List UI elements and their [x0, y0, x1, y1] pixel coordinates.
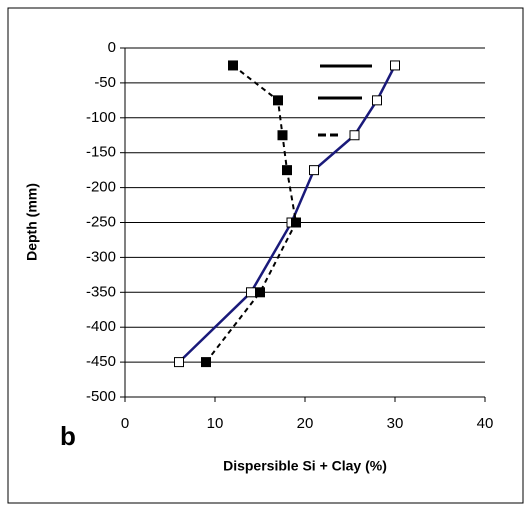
- x-tick-label: 20: [297, 415, 314, 432]
- panel-label: b: [60, 421, 76, 451]
- marker: [282, 165, 292, 176]
- x-tick-label: 30: [387, 415, 404, 432]
- marker: [228, 60, 238, 71]
- y-tick-label: -100: [86, 109, 116, 126]
- y-tick-label: -50: [94, 74, 116, 91]
- y-tick-label: -350: [86, 283, 116, 300]
- y-tick-label: -300: [86, 248, 116, 265]
- marker: [201, 357, 211, 368]
- y-tick-label: -400: [86, 318, 116, 335]
- y-tick-label: -200: [86, 179, 116, 196]
- marker: [390, 60, 400, 71]
- marker: [174, 357, 184, 368]
- marker: [273, 95, 283, 106]
- marker: [255, 287, 265, 298]
- y-tick-label: -500: [86, 388, 116, 405]
- x-axis-label: Dispersible Si + Clay (%): [223, 458, 387, 474]
- marker: [309, 165, 319, 176]
- marker: [277, 130, 288, 141]
- marker: [372, 95, 382, 106]
- y-tick-label: -150: [86, 144, 116, 161]
- y-tick-label: -450: [86, 353, 116, 370]
- x-tick-label: 40: [477, 415, 494, 432]
- chart-frame: [7, 7, 524, 504]
- x-tick-label: 0: [121, 415, 129, 432]
- marker: [246, 287, 256, 298]
- marker: [349, 130, 360, 141]
- y-tick-label: 0: [108, 39, 116, 56]
- y-tick-label: -250: [86, 213, 116, 230]
- x-tick-label: 10: [207, 415, 224, 432]
- marker: [291, 217, 301, 228]
- y-axis-label: Depth (mm): [24, 183, 40, 261]
